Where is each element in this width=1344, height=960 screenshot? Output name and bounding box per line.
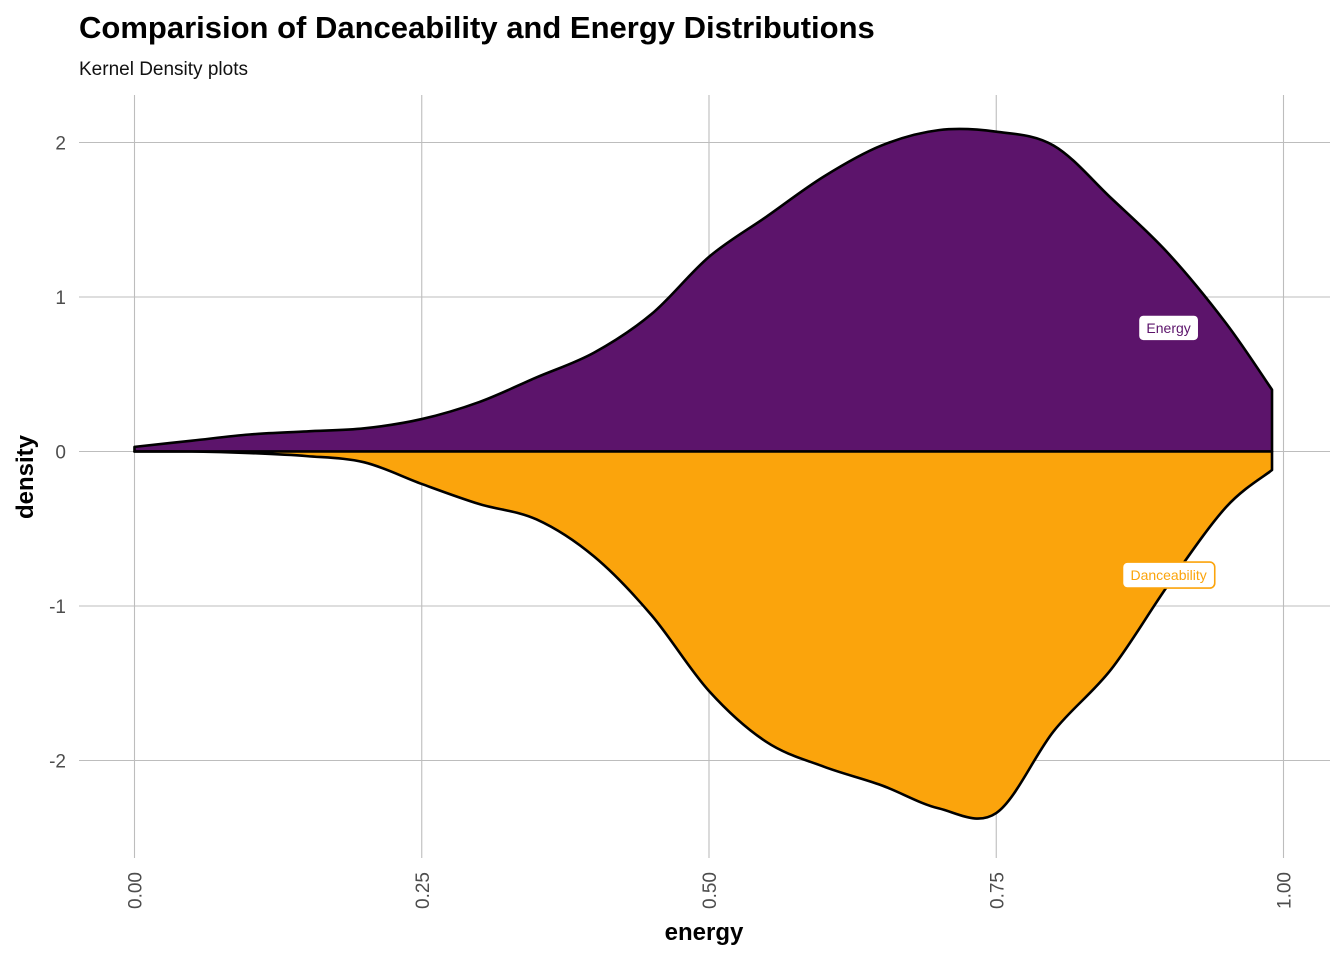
y-tick-label: -1	[49, 597, 66, 618]
energy-label-box	[1137, 314, 1200, 342]
y-tick-label: 0	[55, 443, 66, 464]
x-tick-label: 0.25	[413, 872, 434, 909]
danceability-label-text: Danceability	[1130, 567, 1206, 583]
series-labels: Energy Danceability	[1121, 314, 1216, 589]
x-axis-title: energy	[665, 919, 744, 946]
danceability-density-area	[133, 450, 1274, 820]
y-tick-label: 1	[55, 288, 66, 309]
x-tick-label: 0.00	[126, 872, 147, 909]
chart-title: Comparision of Danceability and Energy D…	[79, 10, 875, 45]
chart-subtitle: Kernel Density plots	[79, 59, 248, 80]
energy-label: Energy	[1137, 314, 1200, 342]
x-tick-label: 0.50	[700, 872, 721, 909]
y-tick-label: -2	[49, 752, 66, 773]
y-axis-ticks: 2 1 0 -1 -2	[49, 134, 66, 773]
x-tick-label: 1.00	[1275, 872, 1296, 909]
danceability-label: Danceability	[1121, 561, 1216, 589]
energy-density-area	[133, 127, 1274, 453]
x-axis-ticks: 0.00 0.25 0.50 0.75 1.00	[126, 872, 1296, 909]
danceability-label-box	[1121, 561, 1216, 589]
density-areas	[133, 127, 1274, 820]
energy-label-text: Energy	[1146, 320, 1190, 336]
y-axis-title: density	[12, 434, 39, 519]
x-tick-label: 0.75	[987, 872, 1008, 909]
y-tick-label: 2	[55, 134, 66, 155]
